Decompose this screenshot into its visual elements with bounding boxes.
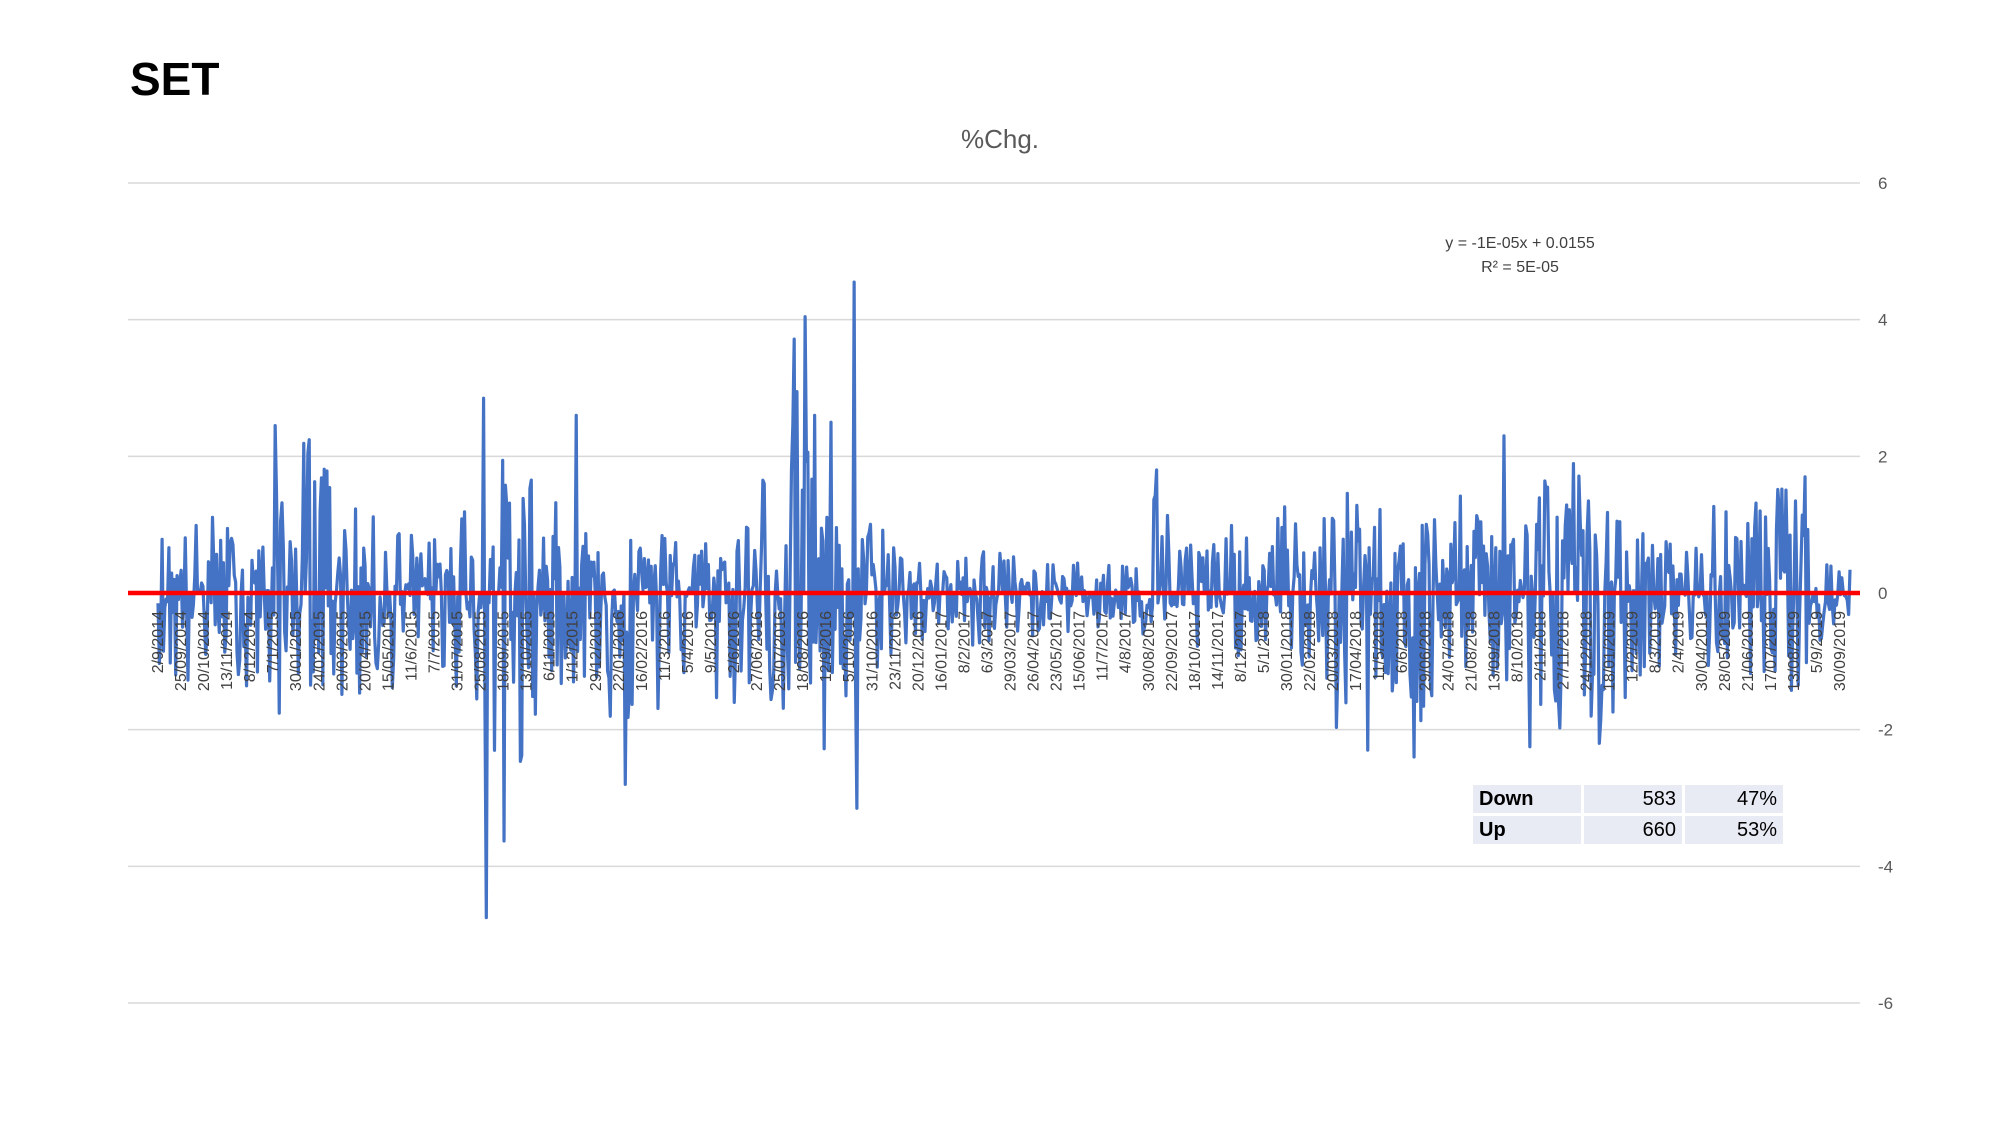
y-tick-label: -4 xyxy=(1878,857,1893,876)
x-tick-label: 13/09/2018 xyxy=(1486,611,1503,691)
x-tick-label: 21/06/2019 xyxy=(1740,611,1757,691)
x-tick-label: 21/08/2018 xyxy=(1463,611,1480,691)
x-tick-label: 23/05/2017 xyxy=(1049,611,1066,691)
stats-label: Down xyxy=(1473,785,1581,813)
x-tick-label: 31/07/2015 xyxy=(450,611,467,691)
x-tick-label: 30/04/2019 xyxy=(1694,611,1711,691)
stats-row-up: Up 660 53% xyxy=(1473,816,1783,844)
x-tick-label: 24/12/2018 xyxy=(1579,611,1596,691)
x-tick-label: 13/11/2014 xyxy=(219,611,236,690)
x-tick-label: 2/11/2018 xyxy=(1533,611,1550,681)
x-tick-label: 30/08/2017 xyxy=(1141,611,1158,691)
x-tick-label: 30/01/2018 xyxy=(1279,611,1296,691)
stats-pct: 53% xyxy=(1685,816,1783,844)
chart-title: %Chg. xyxy=(960,124,1040,154)
x-tick-label: 12/9/2016 xyxy=(818,611,835,682)
x-tick-label: 29/12/2015 xyxy=(588,611,605,691)
x-tick-label: 11/7/2017 xyxy=(1095,611,1112,681)
page-title: SET xyxy=(130,53,220,105)
x-tick-label: 18/09/2015 xyxy=(496,611,513,691)
x-tick-label: 11/5/2018 xyxy=(1371,611,1388,681)
x-tick-label: 30/01/2015 xyxy=(288,611,305,691)
x-tick-label: 9/5/2016 xyxy=(703,611,720,673)
x-tick-label: 16/02/2016 xyxy=(634,611,651,691)
stats-label: Up xyxy=(1473,816,1581,844)
x-tick-label: 8/10/2018 xyxy=(1509,611,1526,682)
x-tick-label: 24/07/2018 xyxy=(1440,611,1457,691)
x-tick-label: 8/12/2014 xyxy=(242,611,259,682)
x-tick-label: 28/05/2019 xyxy=(1717,611,1734,691)
x-tick-label: 20/03/2015 xyxy=(334,611,351,691)
x-tick-label: 8/2/2017 xyxy=(956,611,973,673)
x-tick-label: 27/06/2016 xyxy=(749,611,766,691)
x-tick-label: 27/11/2018 xyxy=(1556,611,1573,690)
x-tick-label: 22/01/2016 xyxy=(611,611,628,691)
trendline-r2: R² = 5E-05 xyxy=(1481,259,1559,276)
x-tick-label: 22/02/2018 xyxy=(1302,611,1319,691)
x-tick-label: 20/03/2018 xyxy=(1325,611,1342,691)
x-tick-label: 5/9/2019 xyxy=(1809,611,1826,673)
x-tick-label: 17/04/2018 xyxy=(1348,611,1365,691)
y-tick-label: 2 xyxy=(1878,447,1887,466)
x-tick-label: 7/1/2015 xyxy=(265,611,282,673)
x-tick-label: 7/7/2015 xyxy=(427,611,444,673)
x-tick-label: 13/08/2019 xyxy=(1786,611,1803,691)
updown-stats-table: Down 583 47% Up 660 53% xyxy=(1470,782,1786,847)
stats-count: 660 xyxy=(1584,816,1682,844)
trendline-equation-box: y = -1E-05x + 0.0155 R² = 5E-05 xyxy=(1420,232,1620,280)
y-tick-label: -6 xyxy=(1878,994,1893,1013)
x-tick-label: 30/09/2019 xyxy=(1832,611,1849,691)
y-tick-label: 6 xyxy=(1878,174,1887,193)
x-tick-label: 23/11/2016 xyxy=(887,611,904,690)
x-tick-label: 22/09/2017 xyxy=(1164,611,1181,691)
x-tick-label: 5/1/2018 xyxy=(1256,611,1273,673)
series-line xyxy=(156,280,1852,920)
x-tick-label: 20/12/2016 xyxy=(910,611,927,691)
stats-pct: 47% xyxy=(1685,785,1783,813)
x-tick-label: 15/06/2017 xyxy=(1072,611,1089,691)
x-tick-label: 2/4/2019 xyxy=(1671,611,1688,673)
x-tick-label: 5/4/2016 xyxy=(680,611,697,673)
x-tick-label: 16/01/2017 xyxy=(933,611,950,691)
x-tick-label: 20/04/2015 xyxy=(357,611,374,691)
x-tick-label: 24/02/2015 xyxy=(311,611,328,691)
x-tick-label: 20/10/2014 xyxy=(196,611,213,691)
x-tick-label: 18/08/2016 xyxy=(795,611,812,691)
x-tick-label: 25/09/2014 xyxy=(173,611,190,691)
x-tick-label: 6/6/2018 xyxy=(1394,611,1411,673)
x-tick-label: 29/06/2018 xyxy=(1417,611,1434,691)
x-tick-label: 5/10/2016 xyxy=(841,611,858,682)
x-tick-label: 25/07/2016 xyxy=(772,611,789,691)
trendline-equation: y = -1E-05x + 0.0155 xyxy=(1445,235,1595,252)
x-tick-label: 13/10/2015 xyxy=(519,611,536,691)
x-tick-label: 14/11/2017 xyxy=(1210,611,1227,690)
x-tick-label: 18/10/2017 xyxy=(1187,611,1204,691)
x-tick-label: 2/6/2016 xyxy=(726,611,743,673)
x-tick-label: 26/04/2017 xyxy=(1026,611,1043,691)
x-tick-label: 29/03/2017 xyxy=(1003,611,1020,691)
x-tick-label: 6/3/2017 xyxy=(980,611,997,673)
x-tick-label: 8/3/2019 xyxy=(1648,611,1665,673)
y-tick-label: 4 xyxy=(1878,311,1887,330)
x-tick-label: 4/8/2017 xyxy=(1118,611,1135,673)
x-tick-label: 31/10/2016 xyxy=(864,611,881,691)
stats-count: 583 xyxy=(1584,785,1682,813)
x-tick-label: 2/9/2014 xyxy=(150,611,167,673)
x-tick-label: 8/12/2017 xyxy=(1233,611,1250,682)
x-tick-label: 6/11/2015 xyxy=(542,611,559,681)
stats-row-down: Down 583 47% xyxy=(1473,785,1783,813)
x-tick-label: 11/6/2015 xyxy=(404,611,421,681)
x-tick-label: 1/12/2015 xyxy=(565,611,582,682)
x-tick-label: 11/3/2016 xyxy=(657,611,674,681)
x-tick-label: 17/07/2019 xyxy=(1763,611,1780,691)
x-tick-label: 25/08/2015 xyxy=(473,611,490,691)
x-tick-label: 15/05/2015 xyxy=(380,611,397,691)
x-tick-label: 12/2/2019 xyxy=(1625,611,1642,682)
x-tick-label: 18/01/2019 xyxy=(1602,611,1619,691)
y-tick-label: 0 xyxy=(1878,584,1887,603)
y-tick-label: -2 xyxy=(1878,721,1893,740)
